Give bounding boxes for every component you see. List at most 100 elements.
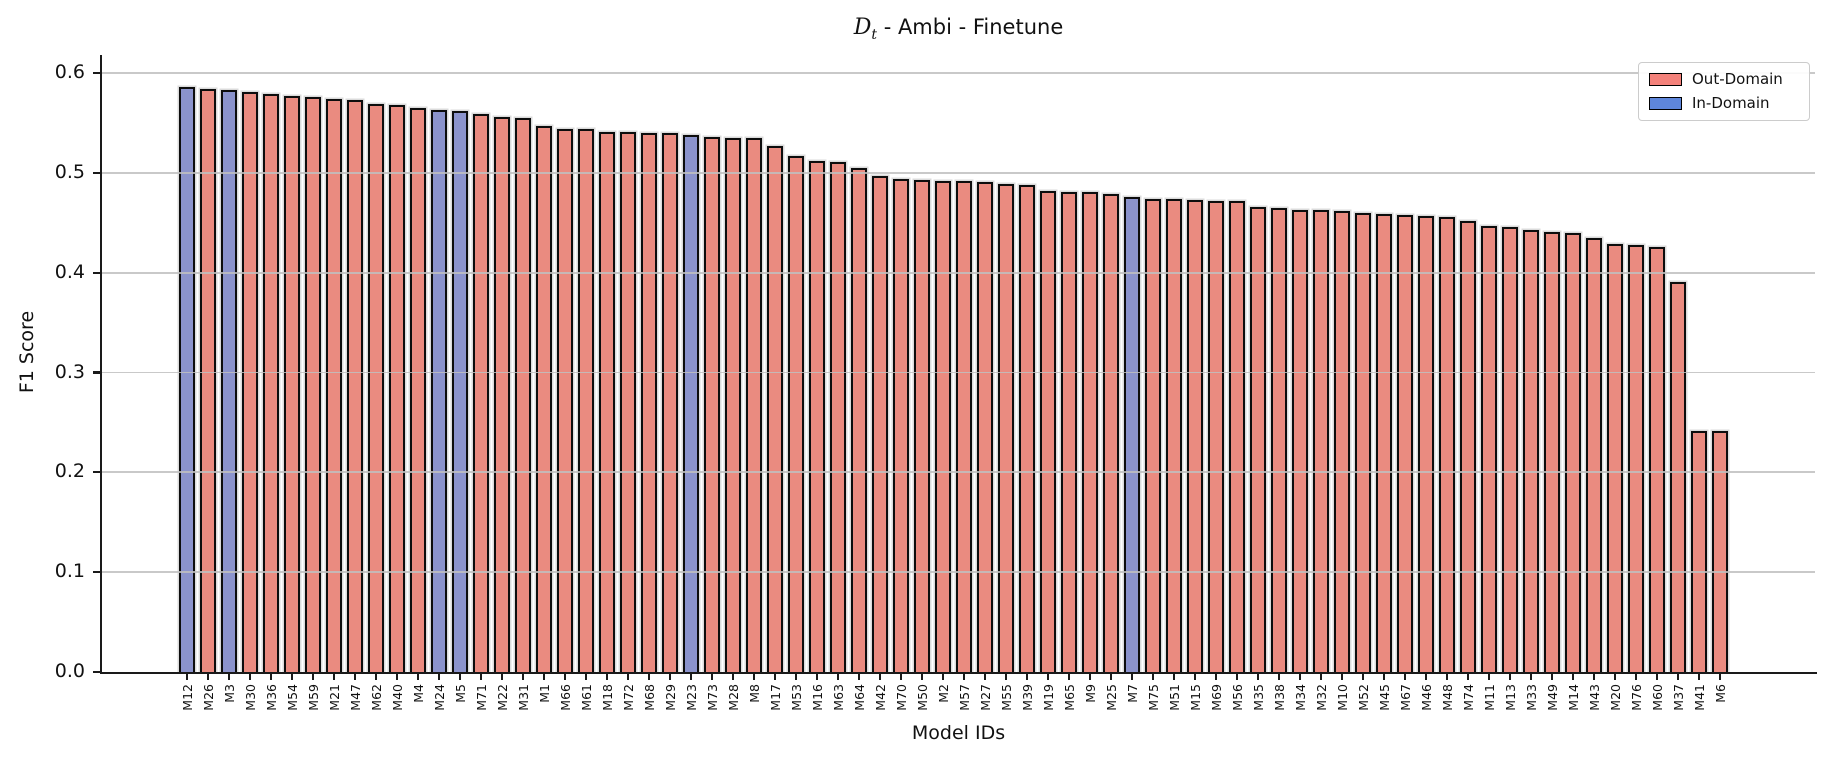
x-tick-M37 (1677, 674, 1679, 681)
bar-M38 (1271, 207, 1287, 672)
y-tick-0.0 (93, 670, 102, 674)
x-tick-M46 (1425, 674, 1427, 681)
bar-M53 (788, 155, 804, 672)
x-tick-M43 (1593, 674, 1595, 681)
chart-title-script-d: D (853, 15, 872, 40)
x-tick-M24 (438, 674, 440, 681)
x-tick-label-M20: M20 (1607, 684, 1623, 711)
x-tick-label-M32: M32 (1313, 684, 1329, 711)
x-tick-M39 (1026, 674, 1028, 681)
bar-M75 (1145, 198, 1161, 672)
x-tick-label-M52: M52 (1355, 684, 1371, 711)
bar-M7 (1124, 196, 1140, 672)
x-tick-M32 (1320, 674, 1322, 681)
y-tick-label-0.5: 0.5 (54, 160, 85, 183)
bar-M33 (1523, 229, 1539, 672)
bar-M19 (1040, 190, 1056, 672)
x-tick-label-M21: M21 (326, 684, 342, 711)
bar-M47 (347, 99, 363, 672)
bar-M66 (557, 128, 573, 672)
x-tick-M6 (1719, 674, 1721, 681)
x-tick-M35 (1257, 674, 1259, 681)
bar-M48 (1439, 216, 1455, 672)
x-tick-M56 (1236, 674, 1238, 681)
bar-M22 (494, 116, 510, 672)
x-tick-label-M60: M60 (1649, 684, 1665, 711)
bar-M72 (620, 131, 636, 672)
bar-M64 (851, 167, 867, 672)
bar-M76 (1628, 244, 1644, 672)
y-tick-0.3 (93, 371, 102, 374)
bar-M40 (389, 104, 405, 672)
bar-M13 (1502, 226, 1518, 672)
x-tick-label-M28: M28 (725, 684, 741, 711)
chart-title-subscript: t (871, 27, 878, 44)
bar-M74 (1460, 220, 1476, 672)
x-tick-M28 (732, 674, 734, 681)
x-tick-label-M41: M41 (1691, 684, 1707, 711)
x-tick-M10 (1341, 674, 1343, 681)
x-tick-label-M12: M12 (179, 684, 195, 711)
x-tick-label-M37: M37 (1670, 684, 1686, 711)
x-tick-M17 (774, 674, 776, 681)
bar-M70 (893, 178, 909, 672)
x-tick-M9 (1089, 674, 1091, 681)
x-tick-label-M43: M43 (1586, 684, 1602, 711)
x-tick-label-M39: M39 (1019, 684, 1035, 711)
x-tick-M30 (249, 674, 251, 681)
bar-M21 (326, 98, 342, 672)
bar-M43 (1586, 237, 1602, 672)
x-tick-label-M64: M64 (851, 684, 867, 711)
bar-M20 (1607, 243, 1623, 672)
bar-M56 (1229, 200, 1245, 672)
y-tick-0.5 (93, 171, 102, 174)
x-tick-label-M66: M66 (557, 684, 573, 711)
x-tick-label-M75: M75 (1145, 684, 1161, 711)
y-tick-0.4 (93, 271, 102, 274)
legend-label-out-domain: Out-Domain (1692, 70, 1783, 88)
x-tick-M7 (1131, 674, 1133, 681)
bar-M57 (956, 180, 972, 672)
bar-M3 (221, 89, 237, 672)
bar-M52 (1355, 212, 1371, 672)
x-tick-label-M6: M6 (1712, 684, 1728, 703)
x-tick-label-M62: M62 (368, 684, 384, 711)
y-axis-spine (100, 55, 103, 674)
x-tick-label-M9: M9 (1082, 684, 1098, 703)
x-tick-label-M11: M11 (1481, 684, 1497, 711)
x-tick-M21 (333, 674, 335, 681)
x-tick-M65 (1068, 674, 1070, 681)
x-tick-label-M50: M50 (914, 684, 930, 711)
bar-M27 (977, 181, 993, 672)
x-tick-label-M34: M34 (1292, 684, 1308, 711)
x-tick-M31 (522, 674, 524, 681)
x-tick-M42 (879, 674, 881, 681)
bar-M62 (368, 103, 384, 672)
bar-M12 (179, 86, 195, 672)
x-tick-label-M68: M68 (641, 684, 657, 711)
x-tick-label-M23: M23 (683, 684, 699, 711)
x-tick-label-M73: M73 (704, 684, 720, 711)
x-tick-label-M24: M24 (431, 684, 447, 711)
x-tick-label-M55: M55 (998, 684, 1014, 711)
x-tick-M69 (1215, 674, 1217, 681)
bar-M4 (410, 107, 426, 672)
y-tick-label-0.2: 0.2 (54, 460, 85, 483)
bar-M42 (872, 175, 888, 672)
x-tick-label-M42: M42 (872, 684, 888, 711)
x-tick-M49 (1551, 674, 1553, 681)
x-tick-label-M71: M71 (473, 684, 489, 711)
x-tick-M25 (1110, 674, 1112, 681)
x-tick-M52 (1362, 674, 1364, 681)
x-tick-label-M8: M8 (746, 684, 762, 703)
bar-M34 (1292, 209, 1308, 672)
x-tick-label-M17: M17 (767, 684, 783, 711)
x-tick-label-M30: M30 (242, 684, 258, 711)
bar-M31 (515, 117, 531, 672)
x-tick-M4 (417, 674, 419, 681)
bar-M26 (200, 88, 216, 672)
x-tick-M14 (1572, 674, 1574, 681)
x-tick-label-M49: M49 (1544, 684, 1560, 711)
bar-M17 (767, 145, 783, 672)
x-tick-label-M59: M59 (305, 684, 321, 711)
